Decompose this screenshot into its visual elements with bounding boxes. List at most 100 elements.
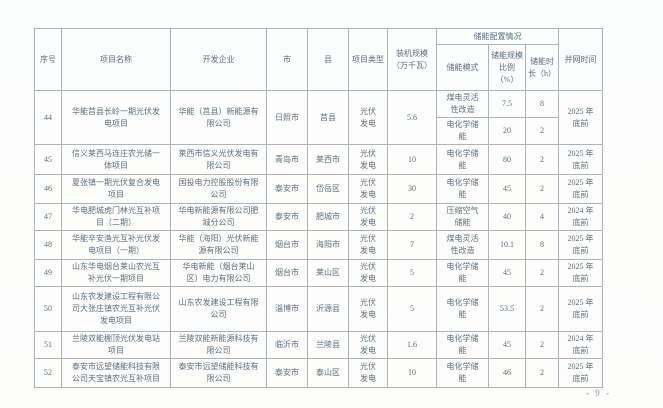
cell-county: 莒县	[307, 90, 349, 145]
header-project-type: 项目类型	[348, 28, 388, 91]
cell-storage-duration: 2	[524, 117, 560, 145]
cell-grid-time: 2025 年底前	[558, 358, 604, 388]
cell-city: 烟台市	[266, 230, 308, 260]
project-table: 序号 项目名称 开发企业 市 县 项目类型 装机规模（万千瓦） 储能配置情况 并…	[34, 28, 604, 388]
cell-grid-time: 2025 年底前	[558, 174, 604, 204]
cell-capacity: 5	[387, 259, 437, 287]
cell-storage-ratio: 10.1	[488, 230, 526, 260]
cell-project-type: 光伏发电	[348, 230, 388, 260]
header-project-name: 项目名称	[61, 28, 171, 91]
cell-capacity: 1.6	[387, 331, 437, 359]
header-capacity: 装机规模（万千瓦）	[387, 28, 437, 91]
cell-serial-number: 46	[34, 174, 62, 204]
table-header: 序号 项目名称 开发企业 市 县 项目类型 装机规模（万千瓦） 储能配置情况 并…	[34, 28, 604, 91]
cell-storage-ratio: 80	[488, 144, 526, 175]
cell-storage-duration: 2	[524, 174, 560, 204]
table-row: 48 华能辛安渔光互补光伏发电项目（一期） 华能（海阳）光伏新能源有限公司 烟台市 海阳…	[34, 230, 604, 260]
cell-project-type: 光伏发电	[348, 358, 388, 388]
cell-county: 泰山区	[307, 358, 349, 388]
cell-storage-ratio: 20	[488, 117, 526, 145]
table-row: 49 山东华电烟台莱山农光互补光伏一期项目 华电新能（烟台莱山区）电力有限公司 烟台市…	[34, 259, 604, 287]
cell-storage-ratio: 40	[488, 203, 526, 231]
header-storage-mode: 储能模式	[436, 44, 489, 91]
cell-storage-duration: 4	[524, 203, 560, 231]
table-row: 50 山东农发建设工程有限公司大张庄镇农光互补光伏发电项目 山东农发建设工程有限公司…	[34, 286, 604, 332]
cell-grid-time: 2025 年底前	[558, 230, 604, 260]
cell-grid-time: 2024 年底前	[558, 331, 604, 359]
cell-project-type: 光伏发电	[348, 144, 388, 175]
cell-storage-duration: 2	[524, 286, 560, 332]
table-row: 52 泰安市远望储能科技有限公司天宝镇农光互补项目 泰安市远望储能科技有限公司 泰安市…	[34, 358, 604, 388]
cell-developer: 山东农发建设工程有限公司	[170, 286, 267, 332]
cell-developer: 华电新能源有限公司肥城分公司	[170, 203, 267, 231]
cell-storage-duration: 2	[524, 331, 560, 359]
cell-city: 泰安市	[266, 358, 308, 388]
cell-project-name: 兰陵双能棚顶光伏发电站项目	[61, 331, 171, 359]
cell-storage-mode: 压缩空气储能	[436, 203, 489, 231]
cell-storage-duration: 8	[524, 90, 560, 118]
header-serial-number: 序号	[34, 28, 62, 91]
cell-developer: 兰陵双能新能源科技有限公司	[170, 331, 267, 359]
header-developer: 开发企业	[170, 28, 267, 91]
header-storage-duration: 储能时长（h）	[524, 44, 560, 91]
cell-county: 岱岳区	[307, 174, 349, 204]
cell-storage-duration: 2	[524, 144, 560, 175]
header-grid-time: 并网时间	[558, 28, 604, 91]
page-number: - 9 -	[586, 388, 611, 398]
cell-capacity: 10	[387, 144, 437, 175]
cell-capacity: 10	[387, 358, 437, 388]
cell-project-name: 华能辛安渔光互补光伏发电项目（一期）	[61, 230, 171, 260]
cell-project-name: 夏张镇一期光伏复合发电项目	[61, 174, 171, 204]
cell-county: 兰陵县	[307, 331, 349, 359]
cell-grid-time: 2024 年底前	[558, 203, 604, 231]
cell-storage-mode: 电化学储能	[436, 358, 489, 388]
cell-serial-number: 52	[34, 358, 62, 388]
cell-developer: 华能（莒县）新能源有限公司	[170, 90, 267, 145]
cell-grid-time: 2025 年底前	[558, 90, 604, 145]
cell-grid-time: 2025 年底前	[558, 286, 604, 332]
cell-city: 泰安市	[266, 174, 308, 204]
cell-serial-number: 50	[34, 286, 62, 332]
cell-capacity: 30	[387, 174, 437, 204]
cell-project-type: 光伏发电	[348, 174, 388, 204]
cell-capacity: 7	[387, 230, 437, 260]
cell-capacity: 5	[387, 286, 437, 332]
cell-storage-mode: 电化学储能	[436, 331, 489, 359]
cell-developer: 国投电力控股股份有限公司	[170, 174, 267, 204]
table-row: 51 兰陵双能棚顶光伏发电站项目 兰陵双能新能源科技有限公司 临沂市 兰陵县 光伏发电 1.…	[34, 331, 604, 359]
cell-city: 青岛市	[266, 144, 308, 175]
cell-storage-ratio: 45	[488, 259, 526, 287]
cell-project-name: 华能莒县长岭一期光伏发电项目	[61, 90, 171, 145]
cell-project-type: 光伏发电	[348, 203, 388, 231]
cell-city: 临沂市	[266, 331, 308, 359]
cell-grid-time: 2025 年底前	[558, 259, 604, 287]
cell-developer: 泰安市远望储能科技有限公司	[170, 358, 267, 388]
cell-project-name: 华电肥城虎门林光互补项目（二期）	[61, 203, 171, 231]
cell-city: 泰安市	[266, 203, 308, 231]
cell-project-name: 信义莱西马连庄农光储一体项目	[61, 144, 171, 175]
cell-project-name: 山东农发建设工程有限公司大张庄镇农光互补光伏发电项目	[61, 286, 171, 332]
table-row: 47 华电肥城虎门林光互补项目（二期） 华电新能源有限公司肥城分公司 泰安市 肥城市 光伏…	[34, 203, 604, 231]
table-header-row-group: 序号 项目名称 开发企业 市 县 项目类型 装机规模（万千瓦） 储能配置情况 并…	[34, 28, 604, 91]
cell-serial-number: 49	[34, 259, 62, 287]
header-city: 市	[266, 28, 308, 91]
cell-storage-duration: 8	[524, 230, 560, 260]
cell-developer: 莱西市信义光伏发电有限公司	[170, 144, 267, 175]
table-row: 45 信义莱西马连庄农光储一体项目 莱西市信义光伏发电有限公司 青岛市 莱西市 光伏发电 1…	[34, 144, 604, 175]
cell-storage-ratio: 46	[488, 358, 526, 388]
cell-county: 莱山区	[307, 259, 349, 287]
project-table-body: 44 华能莒县长岭一期光伏发电项目 华能（莒县）新能源有限公司 日照市 莒县 光伏发电 5.…	[34, 90, 604, 388]
cell-project-type: 光伏发电	[348, 90, 388, 145]
cell-storage-mode: 电化学储能	[436, 286, 489, 332]
cell-developer: 华能（海阳）光伏新能源有限公司	[170, 230, 267, 260]
table-subrow: 电化学储能 20 2	[35, 117, 603, 145]
cell-project-type: 光伏发电	[348, 331, 388, 359]
cell-county: 莱西市	[307, 144, 349, 175]
cell-city: 日照市	[266, 90, 308, 145]
cell-county: 海阳市	[307, 230, 349, 260]
cell-storage-mode: 电化学储能	[436, 144, 489, 175]
cell-storage-ratio: 45	[488, 331, 526, 359]
cell-serial-number: 48	[34, 230, 62, 260]
cell-storage-mode: 电化学储能	[436, 259, 489, 287]
